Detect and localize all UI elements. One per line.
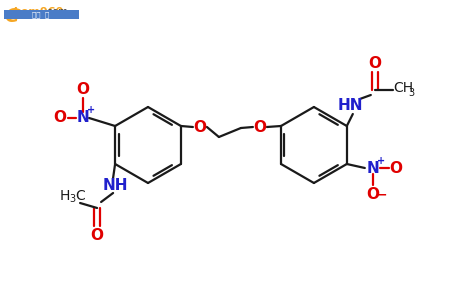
- Text: 化工  网: 化工 网: [32, 12, 50, 18]
- Text: O: O: [366, 187, 379, 202]
- Text: C: C: [4, 7, 18, 26]
- Text: −: −: [376, 188, 387, 202]
- Text: C: C: [75, 189, 85, 203]
- Text: O: O: [54, 110, 66, 125]
- Text: O: O: [254, 120, 266, 134]
- Text: O: O: [77, 81, 90, 96]
- Text: O: O: [368, 55, 381, 71]
- Text: .com: .com: [44, 7, 68, 17]
- Text: +: +: [377, 156, 385, 166]
- Text: NH: NH: [102, 178, 128, 193]
- Text: 3: 3: [409, 88, 415, 98]
- Text: O: O: [193, 120, 206, 134]
- Text: O: O: [91, 227, 104, 243]
- Text: O: O: [389, 161, 402, 176]
- Text: N: N: [366, 161, 379, 176]
- Text: hem960: hem960: [13, 7, 63, 17]
- Text: +: +: [87, 105, 95, 115]
- FancyBboxPatch shape: [4, 10, 79, 19]
- Text: CH: CH: [393, 81, 413, 95]
- Text: H: H: [60, 189, 70, 203]
- Text: HN: HN: [338, 98, 364, 113]
- Text: 3: 3: [69, 194, 75, 204]
- Text: N: N: [77, 110, 90, 125]
